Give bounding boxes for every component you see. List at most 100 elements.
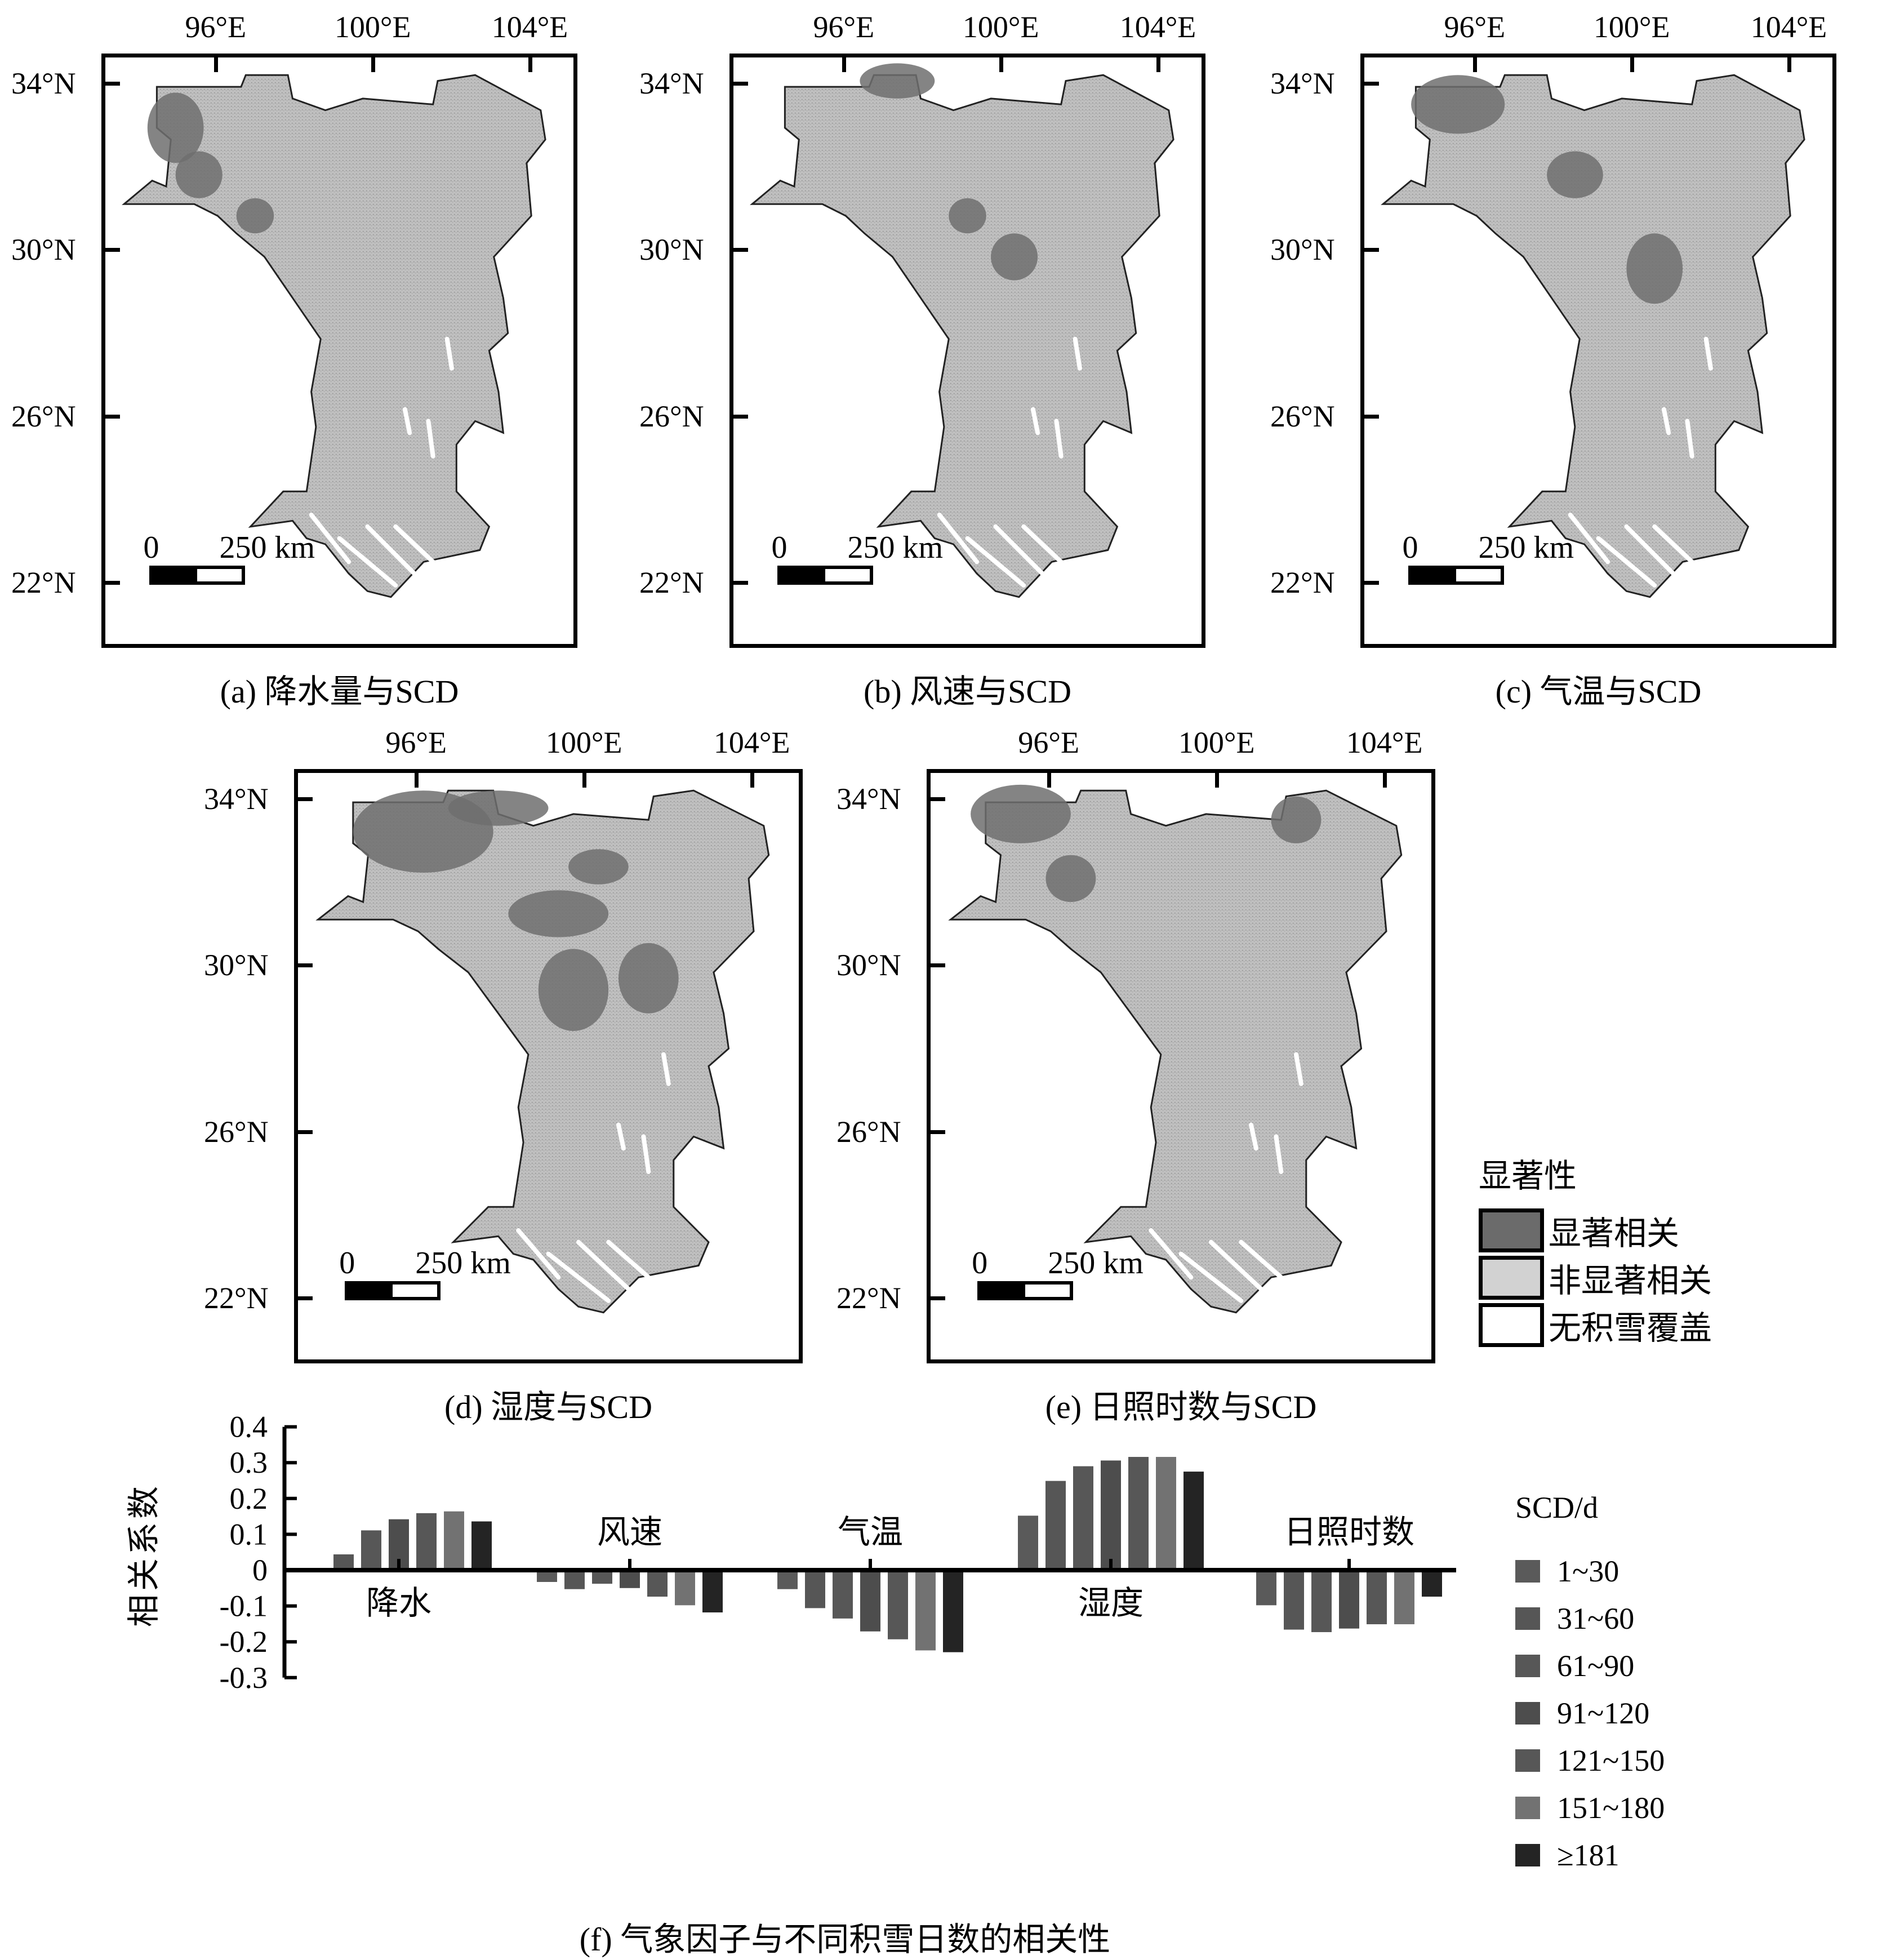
lat-label: 22°N — [1270, 565, 1335, 599]
bar-3 — [592, 1570, 612, 1584]
no-snow-area — [1021, 524, 1064, 565]
scd-legend-title: SCD/d — [1515, 1491, 1599, 1525]
lat-label: 26°N — [1270, 399, 1335, 433]
significant-area — [236, 198, 274, 234]
lon-tick — [371, 57, 375, 72]
significant-area — [448, 790, 549, 826]
significant-area — [1626, 233, 1683, 304]
study-region-map — [122, 74, 546, 598]
bar-5 — [1367, 1570, 1387, 1625]
scale-bar-segment — [152, 568, 197, 581]
lon-label: 104°E — [491, 10, 568, 44]
y-tick-label: -0.2 — [220, 1625, 268, 1659]
no-snow-area — [993, 524, 1045, 576]
lon-tick — [1472, 57, 1477, 72]
lon-label: 96°E — [1018, 726, 1080, 759]
lon-label: 104°E — [713, 726, 790, 759]
scd-legend-label: 31~60 — [1557, 1602, 1635, 1635]
no-snow-area — [546, 1251, 611, 1303]
category-label: 日照时数 — [1284, 1514, 1414, 1550]
legend-swatch-no-snow — [1479, 1303, 1544, 1347]
lat-label: 26°N — [11, 399, 76, 433]
lon-label: 104°E — [1750, 10, 1827, 44]
bar-5 — [888, 1570, 908, 1639]
scd-legend-label: 61~90 — [1557, 1649, 1635, 1683]
scd-legend-swatch — [1515, 1607, 1540, 1630]
y-tick-label: 0.2 — [230, 1482, 268, 1515]
scd-legend-swatch — [1515, 1702, 1540, 1725]
scale-distance-label: 250 km — [219, 530, 315, 565]
scale-bar-segment — [780, 568, 825, 581]
scale-distance-label: 250 km — [1478, 530, 1574, 565]
lon-label: 104°E — [1346, 726, 1423, 759]
significant-area — [618, 943, 679, 1014]
lon-label: 96°E — [813, 10, 875, 44]
scd-legend-item: 31~60 — [1515, 1595, 1665, 1642]
bar-3 — [361, 1530, 381, 1570]
category-label: 降水 — [366, 1585, 431, 1621]
bar-5 — [647, 1570, 668, 1597]
lat-tick — [1364, 414, 1379, 419]
no-snow-area — [1149, 1228, 1194, 1280]
lat-label: 26°N — [204, 1114, 269, 1149]
bar-7 — [1184, 1472, 1204, 1570]
lat-label: 22°N — [11, 565, 76, 599]
y-tick-label: 0.1 — [230, 1517, 268, 1551]
no-snow-area — [641, 1134, 651, 1174]
bar-3 — [1073, 1466, 1093, 1570]
lon-tick — [528, 57, 532, 72]
bar-6 — [1156, 1457, 1176, 1570]
bar-1 — [1018, 1515, 1038, 1570]
lon-tick — [1630, 57, 1634, 72]
bar-1 — [537, 1570, 557, 1582]
scd-legend-item: 61~90 — [1515, 1642, 1665, 1690]
scd-legend-label: 91~120 — [1557, 1696, 1650, 1730]
scale-zero-label: 0 — [1402, 530, 1418, 565]
bar-3 — [833, 1570, 853, 1619]
no-snow-area — [1703, 336, 1713, 371]
lat-label: 22°N — [837, 1281, 901, 1315]
map-caption: (e) 日照时数与SCD — [1045, 1389, 1317, 1425]
significant-area — [568, 849, 629, 885]
scale-bar-segment — [981, 1284, 1026, 1297]
bar-6 — [1394, 1570, 1414, 1625]
scd-legend-label: ≥181 — [1557, 1838, 1620, 1872]
lat-tick — [931, 797, 945, 801]
significant-area — [991, 233, 1038, 281]
significance-legend-title: 显著性 — [1479, 1158, 1577, 1194]
bar-1 — [777, 1570, 798, 1589]
scd-legend-item: 151~180 — [1515, 1784, 1665, 1832]
lon-label: 104°E — [1119, 10, 1196, 44]
bar-7 — [702, 1570, 723, 1613]
y-tick-label: 0 — [252, 1553, 268, 1587]
y-tick-label: 0.3 — [230, 1446, 268, 1479]
lon-tick — [999, 57, 1003, 72]
no-snow-area — [1624, 524, 1676, 576]
map-caption: (d) 湿度与SCD — [444, 1389, 652, 1425]
bar-7 — [471, 1521, 492, 1570]
scale-distance-label: 250 km — [1048, 1245, 1144, 1281]
lat-label: 22°N — [639, 565, 704, 599]
lat-label: 22°N — [204, 1281, 269, 1315]
map-frame — [729, 54, 1205, 648]
scd-legend-item: 121~150 — [1515, 1737, 1665, 1784]
no-snow-area — [1248, 1122, 1258, 1151]
no-snow-area — [616, 1122, 626, 1151]
region-boundary — [750, 74, 1174, 598]
significant-area — [1271, 796, 1322, 843]
no-snow-area — [965, 536, 1026, 588]
scd-legend: SCD/d 1~30 31~60 61~90 91~120 121~150 151~180… — [1515, 1490, 1665, 1879]
category-label: 湿度 — [1078, 1585, 1144, 1621]
study-region-map — [315, 789, 770, 1314]
lon-tick — [1047, 773, 1051, 788]
region-boundary — [122, 74, 546, 598]
scale-bar — [1408, 565, 1504, 585]
legend-label: 显著相关 — [1549, 1215, 1680, 1252]
lon-label: 100°E — [545, 726, 622, 759]
category-label: 风速 — [597, 1514, 662, 1550]
scale-zero-label: 0 — [972, 1245, 988, 1281]
no-snow-area — [516, 1228, 561, 1280]
bar-2 — [1284, 1570, 1304, 1630]
no-snow-area — [1054, 419, 1064, 459]
no-snow-area — [937, 512, 980, 565]
